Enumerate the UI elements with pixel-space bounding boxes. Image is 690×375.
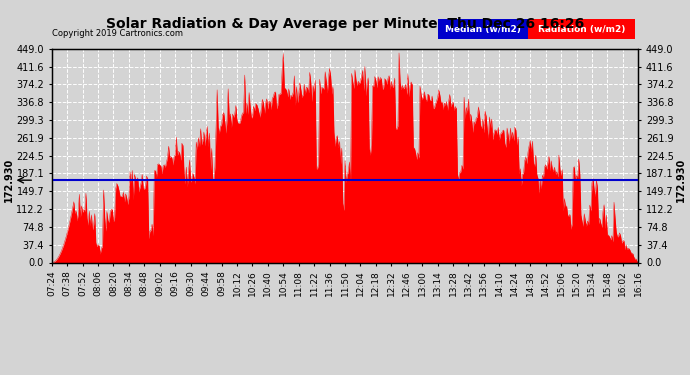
Text: 172.930: 172.930: [676, 158, 687, 202]
Text: Copyright 2019 Cartronics.com: Copyright 2019 Cartronics.com: [52, 28, 183, 38]
Text: Solar Radiation & Day Average per Minute  Thu Dec 26 16:26: Solar Radiation & Day Average per Minute…: [106, 17, 584, 32]
Text: Radiation (w/m2): Radiation (w/m2): [538, 25, 625, 34]
Text: 172.930: 172.930: [3, 158, 14, 202]
Text: Median (w/m2): Median (w/m2): [445, 25, 521, 34]
